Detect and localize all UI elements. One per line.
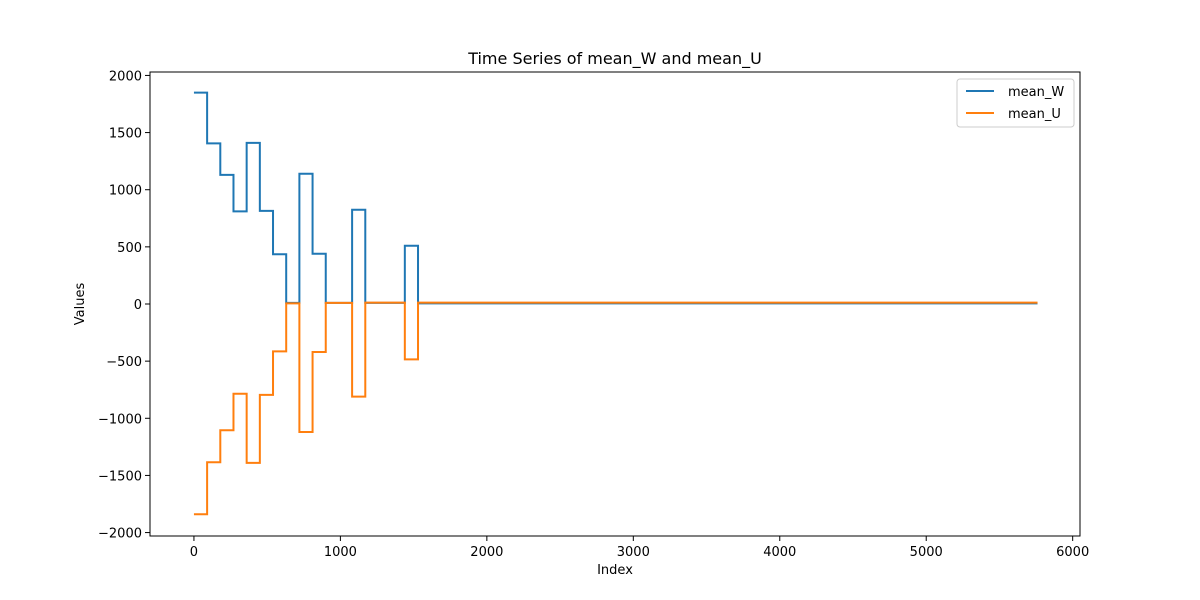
y-axis-label: Values — [73, 283, 88, 326]
legend-label-mean-w: mean_W — [1008, 85, 1064, 100]
axes-frame — [149, 71, 1081, 537]
legend-label-mean-u: mean_U — [1008, 107, 1061, 122]
chart-title: Time Series of mean_W and mean_U — [467, 49, 762, 69]
x-tick-label: 0 — [190, 545, 198, 560]
x-tick-label: 3000 — [617, 545, 650, 560]
plot-area — [193, 91, 1038, 516]
x-tick-label: 4000 — [763, 545, 796, 560]
y-tick-label: −500 — [106, 355, 142, 370]
series-line-mean-u — [193, 301, 1038, 516]
y-tick-label: 0 — [134, 298, 142, 313]
x-tick-label: 5000 — [910, 545, 943, 560]
axis-ticks: 0 1000 2000 3000 4000 5000 6000−2000−1500−1000… — [98, 69, 1089, 560]
legend: mean_W mean_U — [956, 78, 1075, 128]
x-tick-label: 2000 — [470, 545, 503, 560]
x-axis-label: Index — [597, 563, 633, 578]
x-tick-label: 6000 — [1056, 545, 1089, 560]
y-tick-label: −1000 — [98, 412, 142, 427]
y-tick-label: −1500 — [98, 469, 142, 484]
y-tick-label: 1500 — [109, 127, 142, 142]
x-tick-label: 1000 — [324, 545, 357, 560]
y-tick-label: −2000 — [98, 527, 142, 542]
y-tick-label: 2000 — [109, 69, 142, 84]
y-tick-label: 500 — [117, 241, 142, 256]
y-tick-label: 1000 — [109, 184, 142, 199]
